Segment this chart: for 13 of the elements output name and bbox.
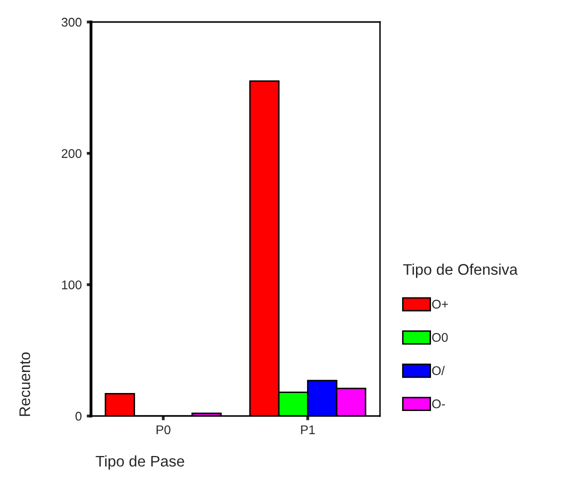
legend-label: O- bbox=[432, 399, 445, 408]
y-tick-label: 0 bbox=[76, 412, 82, 421]
x-axis-title: Tipo de Pase bbox=[96, 455, 184, 470]
x-tick-label: P0 bbox=[156, 425, 170, 434]
y-tick-label: 300 bbox=[62, 18, 82, 27]
legend-label: O+ bbox=[432, 300, 448, 309]
legend-label: O0 bbox=[432, 333, 448, 342]
legend-label: O/ bbox=[432, 366, 445, 376]
legend-title: Tipo de Ofensiva bbox=[403, 264, 518, 278]
y-axis-title: Recuento bbox=[20, 352, 30, 416]
y-tick-label: 200 bbox=[62, 149, 82, 158]
x-tick-label: P1 bbox=[301, 425, 315, 434]
y-tick-label: 100 bbox=[62, 280, 82, 290]
